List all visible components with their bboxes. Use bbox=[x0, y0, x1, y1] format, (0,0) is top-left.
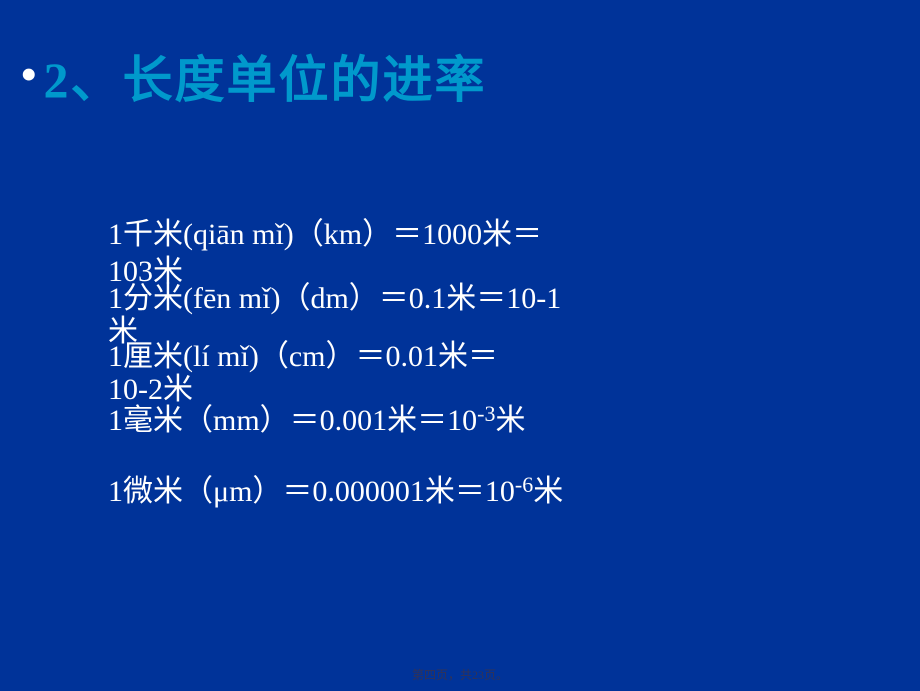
line-um-tail: 米 bbox=[533, 475, 563, 508]
line-um-sup: -6 bbox=[515, 472, 533, 497]
slide-title: 2、长度单位的进率 bbox=[44, 40, 487, 112]
slide: • 2、长度单位的进率 1千米(qiān mǐ)（km）＝1000米＝ 103米… bbox=[0, 0, 920, 691]
line-cm-a: 1厘米(lí mǐ)（cm）＝0.01米＝ bbox=[108, 340, 828, 373]
page-footer: 第四页，共23页。 bbox=[0, 666, 920, 683]
line-um-main: 1微米（μm）＝0.000001米＝10 bbox=[108, 475, 515, 508]
line-mm-sup: -3 bbox=[477, 401, 495, 426]
line-mm: 1毫米（mm）＝0.001米＝10-3米 bbox=[108, 400, 828, 437]
bullet-icon: • bbox=[20, 49, 38, 99]
line-dm-a: 1分米(fēn mǐ)（dm）＝0.1米＝10-1 bbox=[108, 282, 828, 315]
line-km-a: 1千米(qiān mǐ)（km）＝1000米＝ bbox=[108, 218, 828, 251]
line-mm-main: 1毫米（mm）＝0.001米＝10 bbox=[108, 404, 477, 437]
content-block: 1千米(qiān mǐ)（km）＝1000米＝ 103米 1分米(fēn mǐ)… bbox=[108, 218, 828, 508]
title-row: • 2、长度单位的进率 bbox=[0, 40, 920, 112]
line-um: 1微米（μm）＝0.000001米＝10-6米 bbox=[108, 471, 828, 508]
line-mm-tail: 米 bbox=[496, 404, 526, 437]
